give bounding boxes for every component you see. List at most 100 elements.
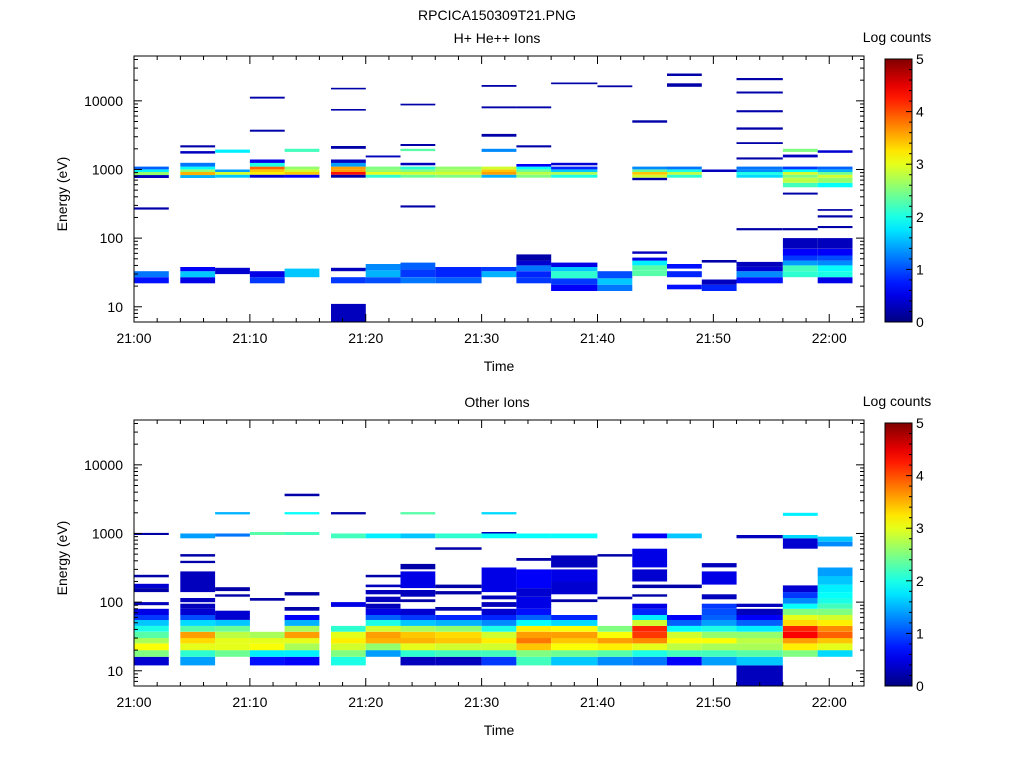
heatmap-cell xyxy=(180,615,216,620)
heatmap-cell xyxy=(782,172,818,175)
heatmap-cell xyxy=(736,650,783,657)
heatmap-cell xyxy=(215,512,250,515)
heatmap-cell xyxy=(134,650,169,657)
heatmap-cell xyxy=(180,643,216,651)
heatmap-cell xyxy=(782,631,818,639)
heatmap-cell xyxy=(782,265,818,272)
heatmap-cell xyxy=(435,638,482,644)
heatmap-cell xyxy=(331,643,366,651)
heatmap-cell xyxy=(817,650,853,657)
heatmap-cell xyxy=(215,619,250,626)
heatmap-cell xyxy=(331,87,366,90)
heatmap-cell xyxy=(284,532,320,535)
heatmap-cell xyxy=(284,631,320,639)
heatmap-cell xyxy=(736,638,783,644)
heatmap-cell xyxy=(817,603,853,609)
heatmap-cell xyxy=(400,512,436,515)
heatmap-cell xyxy=(516,631,552,639)
x-axis-label: Time xyxy=(484,358,515,374)
heatmap-cell xyxy=(249,172,285,175)
heatmap-cell xyxy=(134,631,169,639)
heatmap-cell xyxy=(134,169,169,172)
y-axis-ticks: 10 100 1000 10000 xyxy=(84,423,864,687)
heatmap-cell xyxy=(632,260,668,266)
heatmap-cell xyxy=(817,615,853,620)
heatmap-cell xyxy=(215,631,250,639)
heatmap-cell xyxy=(667,584,702,589)
heatmap-cell xyxy=(481,133,517,137)
heatmap-cell xyxy=(551,569,598,582)
heatmap-cell xyxy=(481,172,517,175)
heatmap-cell xyxy=(551,267,598,272)
heatmap-cell xyxy=(736,169,783,172)
heatmap-cell xyxy=(632,251,668,254)
heatmap-cell xyxy=(551,262,598,267)
colorbar-tick-label: 4 xyxy=(916,104,924,120)
heatmap-cell xyxy=(435,166,482,170)
heatmap-cell xyxy=(516,166,552,170)
heatmap-cell xyxy=(817,643,853,651)
heatmap-cell xyxy=(782,177,818,183)
heatmap-cell xyxy=(331,174,366,178)
colorbar-gradient xyxy=(884,422,913,687)
colorbar: 0 1 2 3 4 5 xyxy=(884,51,924,330)
heatmap-cell xyxy=(435,650,482,657)
heatmap-cell xyxy=(180,638,216,644)
heatmap-cell xyxy=(365,615,401,620)
colorbar-tick-label: 2 xyxy=(916,209,924,225)
y-tick-label: 10000 xyxy=(84,457,123,473)
heatmap-cell xyxy=(365,643,401,651)
heatmap-cell xyxy=(400,269,436,278)
x-tick-label: 22:00 xyxy=(812,330,847,346)
heatmap-cell xyxy=(597,638,633,644)
heatmap-cell xyxy=(435,533,482,539)
y-tick-label: 1000 xyxy=(92,161,123,177)
heatmap-cell xyxy=(551,599,598,603)
heatmap-cell xyxy=(180,166,216,170)
heatmap-cell xyxy=(134,608,169,615)
heatmap-cell xyxy=(516,615,552,620)
heatmap-cell xyxy=(365,584,401,588)
heatmap-cell xyxy=(632,548,668,568)
heatmap-cell xyxy=(551,619,598,626)
heatmap-cell xyxy=(667,638,702,644)
colorbar-tick-label: 0 xyxy=(916,314,924,330)
heatmap-cell xyxy=(249,271,285,278)
heatmap-cell xyxy=(180,151,216,154)
colorbar-tick-label: 3 xyxy=(916,156,924,172)
heatmap-cell xyxy=(249,166,285,170)
heatmap-cell xyxy=(215,625,250,632)
heatmap-cell xyxy=(215,172,250,175)
x-tick-label: 21:50 xyxy=(696,330,731,346)
heatmap-cell xyxy=(481,512,517,515)
heatmap-cell xyxy=(667,83,702,87)
heatmap-cell xyxy=(284,166,320,170)
heatmap-cell xyxy=(516,174,552,178)
heatmap-cell xyxy=(701,563,737,568)
heatmap-cell xyxy=(331,656,366,666)
heatmap-cell xyxy=(817,619,853,626)
heatmap-cell xyxy=(701,260,737,263)
heatmap-cell xyxy=(134,588,169,593)
heatmap-cell xyxy=(481,608,517,615)
colorbar: 0 1 2 3 4 5 xyxy=(884,415,924,694)
heatmap-cell xyxy=(782,538,818,549)
x-tick-label: 21:00 xyxy=(116,694,151,710)
heatmap-cell xyxy=(249,631,285,639)
heatmap-cell xyxy=(481,166,517,170)
heatmap-cell xyxy=(284,650,320,657)
heatmap-cell xyxy=(481,650,517,657)
heatmap-cell xyxy=(551,638,598,644)
heatmap-cell xyxy=(817,608,853,615)
heatmap-cell xyxy=(481,148,517,152)
heatmap-cell xyxy=(632,257,668,261)
heatmap-cell xyxy=(400,563,436,570)
heatmap-cell xyxy=(481,532,517,534)
heatmap-cell xyxy=(134,207,169,210)
heatmap-cell xyxy=(667,172,702,175)
heatmap-cell xyxy=(284,169,320,172)
heatmap-cell xyxy=(400,169,436,172)
heatmap-cell xyxy=(400,599,436,603)
x-tick-label: 21:10 xyxy=(232,694,267,710)
